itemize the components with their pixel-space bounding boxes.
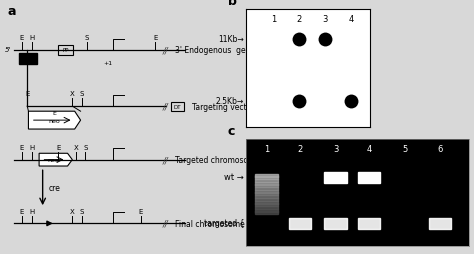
Bar <box>255 203 278 206</box>
Bar <box>255 201 278 204</box>
Text: a: a <box>7 5 16 18</box>
Bar <box>255 182 278 185</box>
Text: PP: PP <box>63 48 69 53</box>
Text: E: E <box>19 208 24 214</box>
Bar <box>255 211 278 214</box>
Polygon shape <box>28 112 81 130</box>
Bar <box>255 206 278 209</box>
Text: S: S <box>80 208 84 214</box>
Bar <box>255 179 278 182</box>
Text: X: X <box>70 91 75 97</box>
Text: H: H <box>29 144 35 150</box>
Bar <box>171 102 184 111</box>
Text: E: E <box>19 35 24 41</box>
Text: 4: 4 <box>348 15 354 24</box>
Bar <box>429 218 451 229</box>
Text: cre: cre <box>48 183 61 193</box>
Text: 11Kb→: 11Kb→ <box>219 35 244 44</box>
Text: 3: 3 <box>333 144 338 153</box>
Bar <box>358 218 380 229</box>
Text: E: E <box>25 91 29 97</box>
Bar <box>255 177 278 180</box>
Text: neo: neo <box>49 118 60 123</box>
Bar <box>255 174 278 177</box>
Bar <box>58 46 73 55</box>
Text: E: E <box>153 35 157 41</box>
Text: //: // <box>163 155 169 165</box>
Text: //: // <box>163 219 169 228</box>
Text: Final chromosome: Final chromosome <box>175 219 245 228</box>
Bar <box>255 190 278 193</box>
Text: neo: neo <box>47 157 59 163</box>
Text: targeted {: targeted { <box>204 218 244 227</box>
Text: H: H <box>29 35 35 41</box>
Text: 5: 5 <box>402 144 407 153</box>
Text: S: S <box>84 35 89 41</box>
Text: E: E <box>53 110 56 116</box>
Text: +1: +1 <box>103 61 112 66</box>
Text: //: // <box>163 102 169 111</box>
Text: 6: 6 <box>438 144 443 153</box>
Text: DT: DT <box>173 104 181 109</box>
Text: 3' Endogenous  gene: 3' Endogenous gene <box>175 46 255 55</box>
Text: E: E <box>19 144 24 150</box>
Text: H: H <box>29 208 35 214</box>
Bar <box>19 54 36 65</box>
Text: c: c <box>228 124 235 137</box>
Text: 2: 2 <box>297 15 302 24</box>
Text: 2.5Kb→: 2.5Kb→ <box>216 97 244 106</box>
Bar <box>255 187 278 190</box>
Bar <box>255 185 278 188</box>
Text: X: X <box>70 208 75 214</box>
Bar <box>255 193 278 196</box>
Text: b: b <box>228 0 237 8</box>
Text: //: // <box>163 46 169 55</box>
Bar <box>358 173 380 183</box>
Text: E: E <box>56 144 60 150</box>
Bar <box>324 173 347 183</box>
Text: 2: 2 <box>297 144 302 153</box>
Text: 1: 1 <box>271 15 276 24</box>
Bar <box>324 218 347 229</box>
Text: Targeting vector: Targeting vector <box>192 102 255 111</box>
Text: 5': 5' <box>5 46 11 53</box>
Text: 4: 4 <box>366 144 372 153</box>
Bar <box>255 195 278 198</box>
Text: wt →: wt → <box>224 172 244 182</box>
Text: 3: 3 <box>323 15 328 24</box>
Bar <box>255 209 278 212</box>
Text: 1: 1 <box>264 144 269 153</box>
Text: S: S <box>80 91 84 97</box>
Text: X: X <box>73 144 78 150</box>
Text: E: E <box>139 208 143 214</box>
Text: Targeted chromosome: Targeted chromosome <box>175 155 261 165</box>
Polygon shape <box>39 154 72 166</box>
Bar <box>289 218 311 229</box>
Bar <box>255 198 278 201</box>
Text: S: S <box>83 144 88 150</box>
